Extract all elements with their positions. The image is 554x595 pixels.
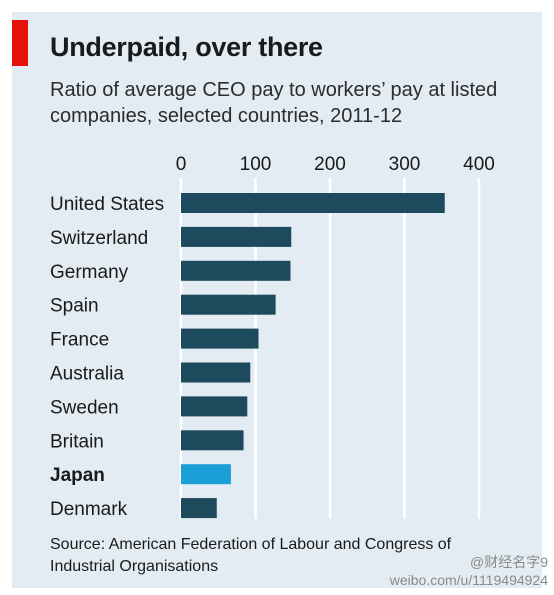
category-label: Japan [50,465,105,486]
bar-britain [181,430,244,451]
category-label: United States [50,194,164,215]
watermark: @财经名字9 weibo.com/u/1119494924 [390,553,548,589]
category-label: France [50,330,109,351]
bars [181,193,445,519]
x-tick-label: 0 [176,154,187,175]
x-tick-label: 400 [463,154,495,175]
chart-title: Underpaid, over there [50,32,323,62]
x-tick-label: 200 [314,154,346,175]
bar-sweden [181,396,248,417]
bar-japan [181,464,231,485]
category-label: Australia [50,364,124,385]
category-label: Germany [50,262,129,283]
bar-spain [181,294,276,315]
bar-denmark [181,498,217,519]
watermark-url: weibo.com/u/1119494924 [389,572,548,588]
category-label: Denmark [50,499,128,520]
source-note: Source: American Federation of Labour an… [50,536,452,575]
category-labels: United States Switzerland Germany Spain Fran… [50,194,164,520]
category-label: Sweden [50,397,119,418]
watermark-handle: @财经名字9 [470,554,548,570]
category-label: Spain [50,296,99,317]
bar-france [181,328,259,349]
chart-subtitle: Ratio of average CEO pay to workers’ pay… [50,79,498,127]
x-axis-ticks: 0 100 200 300 400 [176,154,495,175]
category-label: Britain [50,431,104,452]
bar-switzerland [181,226,292,247]
x-tick-label: 300 [389,154,421,175]
accent-bar [12,20,28,66]
x-tick-label: 100 [240,154,272,175]
category-label: Switzerland [50,228,148,249]
chart-panel [12,12,542,588]
bar-australia [181,362,251,383]
bar-united-states [181,193,445,213]
bar-germany [181,260,291,281]
